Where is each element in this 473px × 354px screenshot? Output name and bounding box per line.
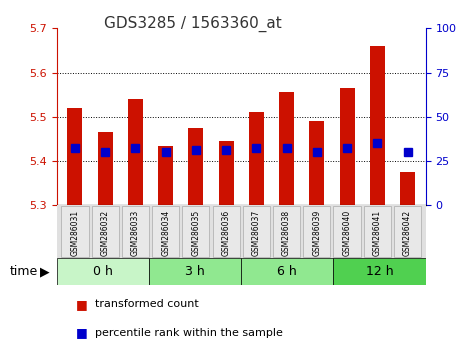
FancyBboxPatch shape: [152, 206, 179, 257]
Text: 6 h: 6 h: [278, 265, 297, 278]
Text: percentile rank within the sample: percentile rank within the sample: [95, 328, 282, 338]
Text: GSM286033: GSM286033: [131, 210, 140, 256]
Text: GSM286040: GSM286040: [342, 210, 351, 256]
FancyBboxPatch shape: [333, 206, 361, 257]
Text: ■: ■: [76, 326, 88, 339]
Text: GSM286036: GSM286036: [222, 210, 231, 256]
Bar: [149, 258, 241, 285]
Bar: [400, 172, 415, 205]
Text: GSM286038: GSM286038: [282, 210, 291, 256]
Text: 12 h: 12 h: [366, 265, 394, 278]
Bar: [67, 108, 82, 205]
Text: time: time: [9, 266, 38, 278]
Bar: [340, 88, 355, 205]
Text: GSM286035: GSM286035: [192, 210, 201, 256]
Text: transformed count: transformed count: [95, 299, 198, 309]
Text: GSM286037: GSM286037: [252, 210, 261, 256]
Text: GSM286042: GSM286042: [403, 210, 412, 256]
Text: ■: ■: [76, 298, 88, 311]
Text: GSM286039: GSM286039: [312, 210, 321, 256]
Bar: [333, 258, 426, 285]
Text: GSM286041: GSM286041: [373, 210, 382, 256]
Bar: [128, 99, 143, 205]
Text: GSM286032: GSM286032: [101, 210, 110, 256]
Bar: [158, 145, 173, 205]
Bar: [241, 258, 333, 285]
Text: GSM286034: GSM286034: [161, 210, 170, 256]
Text: GDS3285 / 1563360_at: GDS3285 / 1563360_at: [104, 16, 282, 32]
Text: ▶: ▶: [40, 266, 50, 278]
FancyBboxPatch shape: [61, 206, 88, 257]
FancyBboxPatch shape: [303, 206, 331, 257]
Bar: [249, 113, 264, 205]
Text: GSM286031: GSM286031: [70, 210, 79, 256]
Bar: [219, 141, 234, 205]
Text: 3 h: 3 h: [185, 265, 205, 278]
FancyBboxPatch shape: [182, 206, 210, 257]
FancyBboxPatch shape: [273, 206, 300, 257]
Bar: [188, 128, 203, 205]
FancyBboxPatch shape: [92, 206, 119, 257]
Text: 0 h: 0 h: [93, 265, 113, 278]
FancyBboxPatch shape: [122, 206, 149, 257]
FancyBboxPatch shape: [212, 206, 240, 257]
FancyBboxPatch shape: [243, 206, 270, 257]
FancyBboxPatch shape: [364, 206, 391, 257]
Bar: [370, 46, 385, 205]
Bar: [97, 132, 113, 205]
FancyBboxPatch shape: [394, 206, 421, 257]
Bar: [279, 92, 294, 205]
Bar: [57, 258, 149, 285]
Bar: [309, 121, 324, 205]
